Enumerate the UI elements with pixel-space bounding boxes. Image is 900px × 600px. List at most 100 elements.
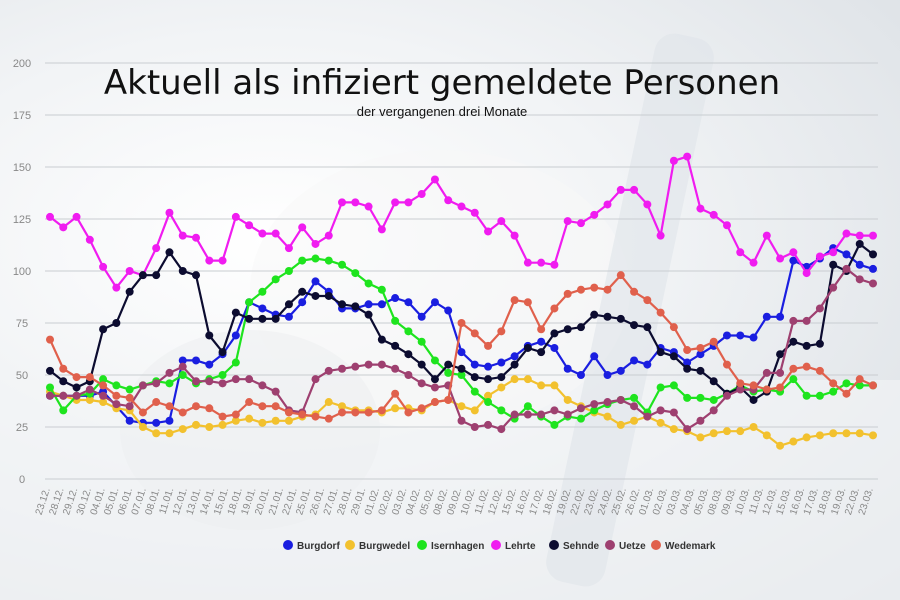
data-point	[736, 331, 745, 340]
data-point	[165, 379, 174, 388]
data-point	[802, 316, 811, 325]
data-point	[683, 425, 692, 434]
data-point	[364, 408, 373, 417]
data-point	[231, 331, 240, 340]
data-point	[722, 391, 731, 400]
data-point	[46, 366, 54, 375]
data-point	[351, 362, 360, 371]
data-point	[855, 239, 864, 248]
data-point	[603, 200, 612, 209]
data-point	[762, 231, 771, 240]
data-point	[683, 346, 692, 355]
data-point	[271, 229, 280, 238]
data-point	[576, 285, 585, 294]
data-point	[391, 341, 400, 350]
data-point	[709, 337, 718, 346]
data-point	[404, 371, 413, 379]
data-point	[338, 300, 347, 309]
legend-swatch	[549, 540, 559, 550]
data-point	[696, 366, 705, 375]
data-point	[218, 412, 227, 421]
data-point	[125, 287, 134, 296]
data-point	[749, 258, 758, 267]
data-point	[85, 373, 94, 382]
data-point	[789, 375, 798, 384]
data-point	[404, 198, 413, 207]
data-point	[85, 395, 94, 404]
data-point	[842, 429, 851, 438]
data-point	[364, 279, 373, 288]
data-point	[630, 356, 639, 365]
data-point	[696, 204, 705, 213]
series-uetze	[46, 264, 877, 434]
data-point	[576, 219, 585, 228]
data-point	[616, 271, 625, 280]
data-point	[338, 408, 347, 417]
data-point	[484, 227, 493, 236]
data-point	[563, 395, 572, 404]
data-point	[99, 325, 108, 334]
data-point	[165, 368, 174, 377]
data-point	[377, 300, 386, 309]
data-point	[457, 348, 466, 357]
data-point	[590, 283, 599, 292]
legend-swatch	[417, 540, 427, 550]
data-point	[112, 319, 121, 327]
data-point	[351, 408, 360, 417]
data-point	[776, 312, 785, 321]
data-point	[802, 362, 811, 371]
legend-label: Lehrte	[505, 541, 536, 552]
data-point	[842, 379, 851, 388]
data-point	[470, 208, 479, 217]
data-point	[537, 410, 546, 419]
data-point	[457, 319, 466, 327]
data-point	[271, 416, 280, 425]
data-point	[616, 395, 625, 404]
legend-item: Sehnde	[549, 540, 600, 552]
data-point	[457, 371, 466, 379]
data-point	[457, 402, 466, 411]
legend-label: Isernhagen	[431, 541, 484, 552]
data-point	[603, 285, 612, 294]
data-point	[311, 412, 320, 421]
data-point	[696, 433, 705, 442]
series-line	[49, 155, 873, 289]
data-point	[298, 287, 307, 296]
data-point	[178, 425, 187, 434]
data-point	[776, 350, 785, 359]
data-point	[99, 381, 108, 390]
data-point	[192, 233, 201, 242]
data-point	[112, 400, 121, 409]
data-point	[563, 217, 572, 226]
data-point	[776, 383, 785, 392]
data-point	[656, 418, 665, 427]
y-tick-label: 0	[19, 474, 25, 486]
legend-swatch	[651, 540, 661, 550]
data-point	[510, 375, 519, 384]
data-point	[99, 262, 108, 271]
data-point	[125, 416, 134, 425]
data-point	[138, 408, 147, 417]
data-point	[815, 304, 824, 313]
data-point	[510, 296, 519, 305]
data-point	[722, 427, 731, 436]
data-point	[656, 406, 665, 415]
data-point	[284, 300, 293, 309]
data-point	[324, 256, 333, 265]
data-point	[59, 406, 68, 415]
data-point	[537, 325, 546, 334]
legend-label: Burgdorf	[297, 541, 340, 552]
data-point	[722, 360, 731, 369]
data-point	[231, 358, 240, 367]
data-point	[444, 368, 453, 377]
data-point	[311, 277, 320, 286]
data-point	[258, 314, 267, 323]
legend-label: Sehnde	[563, 541, 600, 552]
data-point	[125, 402, 134, 411]
data-point	[842, 389, 851, 398]
data-point	[842, 264, 851, 273]
legend-item: Wedemark	[651, 540, 716, 552]
data-point	[351, 269, 360, 278]
data-point	[271, 387, 280, 396]
